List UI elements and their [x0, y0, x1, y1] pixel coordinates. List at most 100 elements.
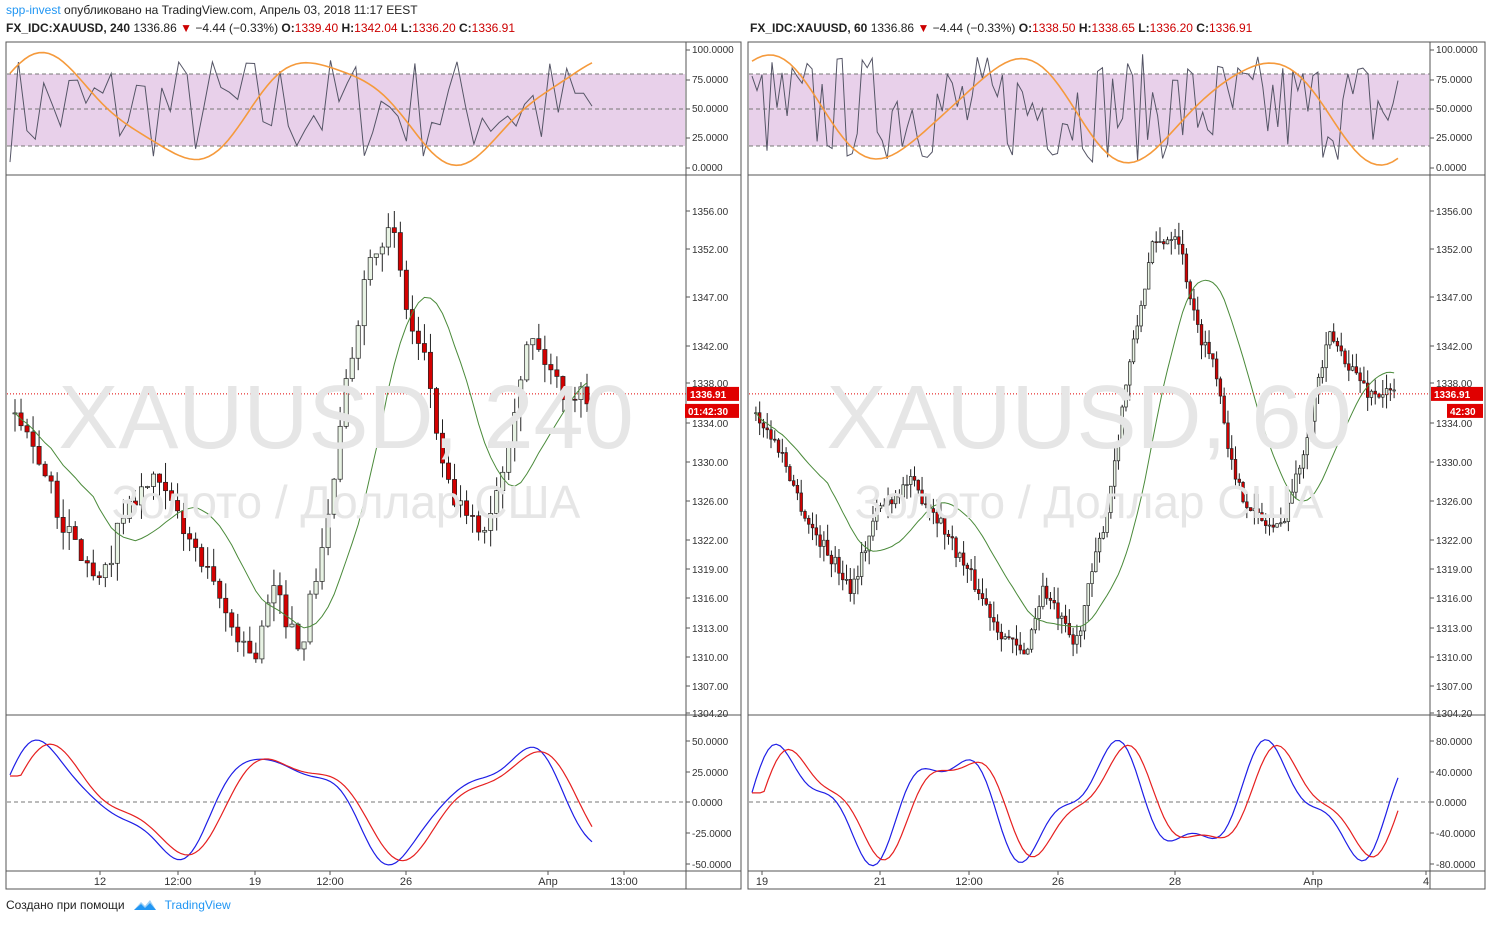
candle-body: [1135, 325, 1139, 340]
candle-body: [1245, 501, 1249, 508]
price-axis-label: 1304.20: [1436, 709, 1473, 720]
candle-body: [1071, 634, 1075, 645]
candle-body: [1282, 521, 1287, 524]
down-arrow-icon: ▼: [917, 21, 930, 35]
price-axis-label: 1307.00: [692, 682, 729, 693]
candle-body: [1018, 644, 1022, 651]
candle-body: [1237, 478, 1241, 483]
candle-body: [235, 626, 241, 643]
top-axis-label: 100.0000: [1436, 45, 1478, 56]
top-axis-label: 50.0000: [1436, 104, 1473, 115]
signal-line: [10, 743, 593, 862]
candle-body: [1112, 460, 1117, 487]
candle-body: [1086, 583, 1090, 606]
price-axis-label: 1342.00: [692, 342, 729, 353]
candle-body: [530, 338, 536, 346]
candle-body: [1097, 537, 1102, 553]
stochastic-line: [751, 54, 1399, 164]
price-axis-label: 1347.00: [692, 293, 729, 304]
candle-body: [385, 227, 391, 248]
candle-body: [349, 357, 355, 379]
countdown-tag: 01:42:30: [688, 407, 728, 418]
candle-body: [965, 564, 970, 569]
candle-body: [211, 566, 217, 582]
tradingview-logo-icon: [133, 900, 156, 910]
candle-body: [829, 554, 834, 565]
candle-body: [1305, 437, 1309, 456]
candle-body: [1233, 459, 1238, 480]
candle-body: [367, 257, 373, 280]
candle-body: [954, 537, 958, 558]
candle-body: [512, 412, 518, 445]
candle-body: [536, 338, 542, 350]
price-axis-label: 1313.00: [1436, 624, 1473, 635]
author-link[interactable]: spp-invest: [6, 3, 61, 17]
candle-body: [1230, 448, 1234, 460]
candle-body: [961, 552, 966, 566]
candle-body: [1298, 467, 1302, 475]
candle-body: [90, 562, 96, 577]
bottom-axis-label: -25.0000: [692, 829, 732, 840]
signal-line: [752, 744, 1399, 861]
candle-body: [427, 351, 433, 389]
candle-body: [1271, 524, 1275, 528]
watermark-symbol: XAUUSD, 60: [826, 368, 1351, 468]
candle-body: [992, 617, 996, 623]
candle-body: [1320, 367, 1325, 378]
candle-body: [780, 452, 784, 454]
candle-body: [901, 484, 905, 498]
time-axis-label: 12:00: [164, 876, 192, 888]
candle-body: [169, 490, 175, 501]
candle-body: [506, 443, 512, 473]
candle-body: [283, 594, 289, 628]
candle-body: [217, 580, 223, 599]
bottom-axis-label: 80.0000: [1436, 737, 1473, 748]
candle-body: [1101, 532, 1105, 539]
candle-body: [761, 422, 766, 429]
candle-body: [946, 533, 951, 537]
tradingview-link[interactable]: TradingView: [164, 898, 231, 912]
candle-body: [1067, 623, 1072, 636]
candle-body: [343, 378, 349, 427]
candle-body: [1252, 508, 1257, 512]
made-with-text: Создано при помощи: [6, 898, 125, 912]
chart-panel-0: [5, 41, 742, 890]
candle-body: [841, 572, 845, 581]
candle-body: [765, 427, 769, 431]
macd-line: [9, 739, 593, 866]
price-axis-label: 1313.00: [692, 624, 729, 635]
top-axis-label: 50.0000: [692, 104, 729, 115]
candle-body: [1260, 512, 1264, 521]
candle-body: [1139, 305, 1143, 327]
candle-body: [1384, 388, 1389, 396]
candle-body: [138, 486, 144, 506]
candle-body: [132, 500, 138, 506]
candle-body: [409, 309, 415, 332]
price-axis-label: 1310.00: [692, 653, 729, 664]
publish-info: опубликовано на TradingView.com, Апрель …: [64, 3, 418, 17]
candle-body: [66, 526, 72, 533]
candle-body: [1241, 482, 1245, 503]
symbol-name: FX_IDC:XAUUSD, 240: [6, 21, 131, 35]
top-axis-label: 100.0000: [692, 45, 734, 56]
candle-body: [1063, 615, 1068, 624]
candle-body: [1226, 422, 1230, 449]
candle-body: [1214, 358, 1219, 380]
panel-frame: [747, 41, 1486, 890]
price-axis-label: 1330.00: [692, 458, 729, 469]
candle-body: [833, 556, 837, 565]
candle-body: [803, 511, 807, 519]
price-axis-label: 1316.00: [1436, 594, 1473, 605]
candle-body: [1332, 331, 1336, 342]
candle-body: [500, 471, 506, 491]
candle-body: [452, 479, 457, 506]
candle-body: [875, 507, 879, 522]
candle-body: [482, 530, 488, 533]
price-tag-bg: [687, 386, 739, 401]
candle-body: [379, 246, 385, 255]
candle-body: [30, 431, 36, 447]
price-axis-label: 1338.00: [1436, 379, 1473, 390]
candle-body: [1343, 350, 1347, 365]
candle-body: [969, 568, 973, 571]
